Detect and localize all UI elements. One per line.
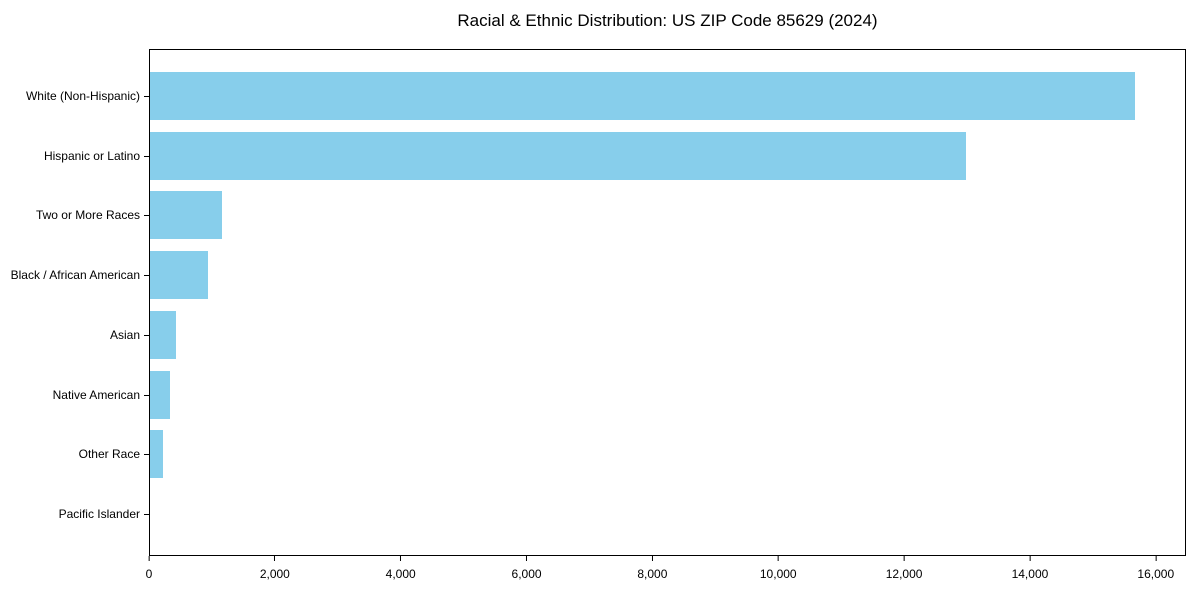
y-tick-mark [144, 95, 149, 97]
bar [150, 430, 164, 479]
x-tick: 2,000 [260, 556, 290, 581]
x-tick-label: 0 [145, 567, 153, 581]
y-tick-mark [144, 334, 149, 336]
y-tick-mark [144, 394, 149, 396]
bar [150, 71, 1136, 120]
x-tick-label: 14,000 [1011, 567, 1049, 581]
x-tick: 12,000 [885, 556, 923, 581]
bar-row: Black / African American [11, 245, 1185, 305]
x-tick-label: 6,000 [511, 567, 542, 581]
x-tick-label: 16,000 [1137, 567, 1175, 581]
y-category-label: Asian [109, 327, 140, 342]
x-tick: 0 [145, 556, 153, 581]
bar-row: Two or More Races [36, 186, 1185, 246]
chart-title: Racial & Ethnic Distribution: US ZIP Cod… [457, 11, 878, 30]
x-tick: 16,000 [1137, 556, 1174, 581]
y-category-label: Black / African American [10, 268, 140, 283]
bar [150, 131, 967, 180]
y-category-label: Hispanic or Latino [43, 148, 140, 163]
y-tick-mark [144, 215, 149, 217]
y-category-label: Other Race [78, 447, 140, 462]
y-category-label: Pacific Islander [58, 507, 140, 522]
x-axis: 0 2,000 4,000 6,000 8,000 10,000 12,000 14,000 1… [145, 555, 1186, 587]
x-tick: 6,000 [512, 556, 542, 581]
x-tick: 4,000 [386, 556, 416, 581]
x-tick-mark [400, 556, 402, 561]
x-tick-mark [1155, 556, 1157, 561]
y-tick-mark [144, 155, 149, 157]
x-tick-mark [651, 556, 653, 561]
y-tick-mark [144, 514, 149, 516]
bar-row: Native American [53, 365, 1185, 425]
bar [150, 191, 223, 240]
y-category-label: Native American [52, 387, 140, 402]
bars-container: White (Non-Hispanic) Hispanic or Latino Tw… [11, 50, 1185, 555]
bar-row: Asian [110, 305, 1185, 365]
y-category-label: White (Non-Hispanic) [25, 88, 140, 103]
bar-row: Hispanic or Latino [44, 126, 1185, 186]
x-tick-mark [1029, 556, 1031, 561]
x-tick-label: 8,000 [637, 567, 668, 581]
x-tick-label: 2,000 [259, 567, 290, 581]
x-tick-mark [526, 556, 528, 561]
x-tick-mark [777, 556, 779, 561]
y-tick-mark [144, 275, 149, 277]
bar-row: Other Race [79, 425, 1185, 485]
plot-area: White (Non-Hispanic) Hispanic or Latino Tw… [11, 49, 1186, 581]
x-tick-label: 10,000 [759, 567, 797, 581]
bar [150, 310, 176, 359]
bar-row: White (Non-Hispanic) [26, 66, 1185, 126]
y-tick-mark [144, 454, 149, 456]
x-tick-label: 12,000 [885, 567, 923, 581]
x-tick: 8,000 [637, 556, 667, 581]
x-tick-mark [274, 556, 276, 561]
bar-row: Pacific Islander [59, 484, 1185, 544]
x-tick-mark [903, 556, 905, 561]
x-tick: 14,000 [1011, 556, 1049, 581]
y-category-label: Two or More Races [35, 208, 140, 223]
bar [150, 370, 171, 419]
x-tick: 10,000 [760, 556, 797, 581]
bar [150, 251, 208, 300]
x-tick-mark [148, 556, 150, 561]
x-tick-label: 4,000 [385, 567, 416, 581]
